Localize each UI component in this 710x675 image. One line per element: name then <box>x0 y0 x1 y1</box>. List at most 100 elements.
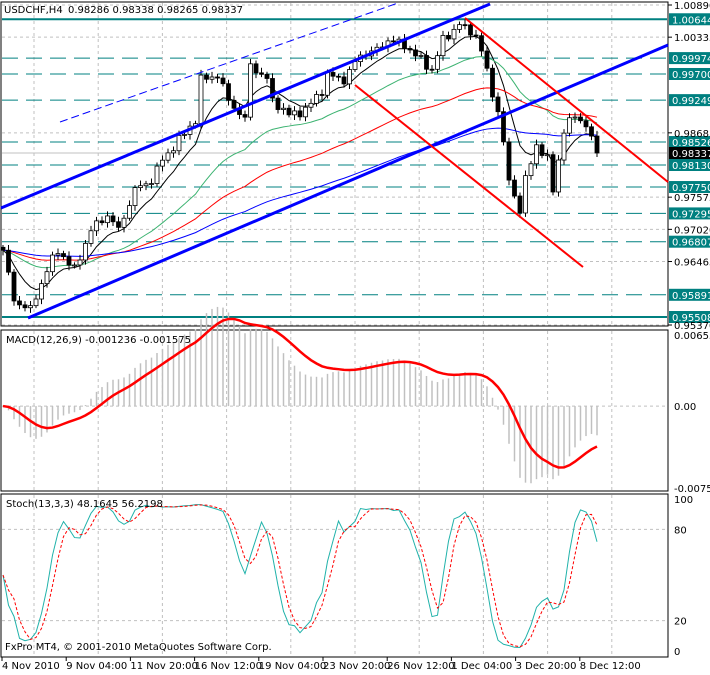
stoch-panel[interactable] <box>0 493 669 658</box>
red-channel-lower[interactable] <box>354 84 584 268</box>
stochastic-indicator <box>2 504 598 648</box>
candle-body <box>578 116 583 122</box>
level-price-label: 0.95891 <box>672 291 710 302</box>
level-price-box <box>669 207 710 220</box>
candle-body <box>484 50 490 69</box>
copyright-text: FxPro MT4, © 2001-2010 MetaQuotes Softwa… <box>5 642 272 653</box>
level-price-box <box>669 181 710 194</box>
candle-body <box>127 205 132 219</box>
level-price-box <box>669 159 710 171</box>
time-label: 26 Nov 12:00 <box>387 661 454 671</box>
macd-label: MACD(12,26,9) -0.001236 -0.001575 <box>6 335 191 346</box>
moving-average-line <box>2 35 598 291</box>
level-price-box <box>669 288 710 301</box>
blue-channel-lower[interactable] <box>27 43 669 320</box>
main-panel[interactable] <box>0 1 669 327</box>
level-price-box <box>669 67 710 80</box>
candle-body <box>33 298 39 307</box>
macd-indicator <box>2 306 598 484</box>
candle-body <box>545 154 550 157</box>
candle-body <box>391 40 396 43</box>
candle-body <box>165 152 171 161</box>
candle-body <box>105 215 110 224</box>
candle-body <box>457 24 462 30</box>
candle-body <box>407 48 413 51</box>
candle-body <box>28 305 33 309</box>
candle-body <box>325 72 330 96</box>
moving-averages <box>2 35 598 291</box>
candle-body <box>561 132 567 161</box>
candle-body <box>468 24 473 36</box>
candle-body <box>77 259 83 266</box>
current-price-label: 0.98337 <box>672 149 710 160</box>
price-tick-label: 1.00890 <box>674 1 710 12</box>
candle-body <box>248 63 253 118</box>
candle-body <box>583 120 589 128</box>
level-price-label: 0.98526 <box>672 138 710 149</box>
candle-body <box>44 271 50 285</box>
time-label: 4 Nov 2010 <box>2 661 60 671</box>
red-channel-upper[interactable] <box>464 17 669 183</box>
level-price-label: 0.99700 <box>672 70 710 81</box>
candle-body <box>594 135 600 154</box>
time-label: 23 Nov 20:00 <box>323 661 390 671</box>
stoch-tick-label: 100 <box>674 495 693 506</box>
candle-body <box>297 110 303 118</box>
macd-signal-line <box>2 317 598 469</box>
candle-body <box>149 183 154 185</box>
candle-body <box>446 35 451 40</box>
time-label: 16 Nov 12:00 <box>195 661 262 671</box>
candle-body <box>495 96 501 113</box>
macd-panel[interactable] <box>0 329 669 492</box>
candle-body <box>182 134 187 136</box>
candle-body <box>567 117 572 134</box>
candle-body <box>6 249 11 273</box>
candle-body <box>539 144 545 156</box>
candle-body <box>341 76 347 85</box>
macd-tick-label: 0.00655 <box>674 331 710 342</box>
price-tick-label: 1.00335 <box>674 33 710 44</box>
candle-body <box>209 76 215 80</box>
time-label: 1 Dec 04:00 <box>451 661 512 671</box>
candle-body <box>17 300 22 306</box>
stoch-tick-label: 80 <box>674 525 687 536</box>
candle-body <box>319 94 325 96</box>
candle-body <box>253 63 259 74</box>
level-price-label: 0.99249 <box>672 96 710 107</box>
candle-body <box>171 150 176 154</box>
candle-body <box>143 183 149 187</box>
price-tick-label: 0.98685 <box>674 129 710 140</box>
candle-body <box>418 55 424 57</box>
candle-body <box>215 76 220 79</box>
macd-tick-label: 0.00 <box>674 402 696 413</box>
moving-average-line <box>2 87 598 261</box>
candle-body <box>473 34 479 37</box>
candle-body <box>440 35 446 57</box>
candle-body <box>534 144 539 165</box>
candle-body <box>490 67 495 98</box>
level-price-box <box>669 94 710 107</box>
candle-body <box>204 74 209 80</box>
candles <box>0 19 600 313</box>
candle-body <box>72 264 77 267</box>
level-price-label: 1.00644 <box>672 15 710 26</box>
candle-body <box>116 221 121 228</box>
candle-body <box>176 135 182 152</box>
chart-header-symbol: USDCHF,H4 <box>4 5 63 16</box>
candle-body <box>99 220 105 224</box>
level-price-box <box>669 136 710 149</box>
level-price-label: 0.97750 <box>672 183 710 194</box>
candle-body <box>314 94 319 104</box>
candle-body <box>429 68 435 71</box>
candle-body <box>528 163 534 177</box>
candle-body <box>347 69 352 85</box>
candle-body <box>242 114 248 118</box>
macd-tick-label: -0.00755 <box>674 484 710 495</box>
blue-channel-upper[interactable] <box>0 2 491 210</box>
stoch-tick-label: 20 <box>674 617 687 628</box>
level-price-label: 0.95508 <box>672 313 710 324</box>
candle-body <box>451 28 457 40</box>
price-tick-label: 0.97575 <box>674 193 710 204</box>
